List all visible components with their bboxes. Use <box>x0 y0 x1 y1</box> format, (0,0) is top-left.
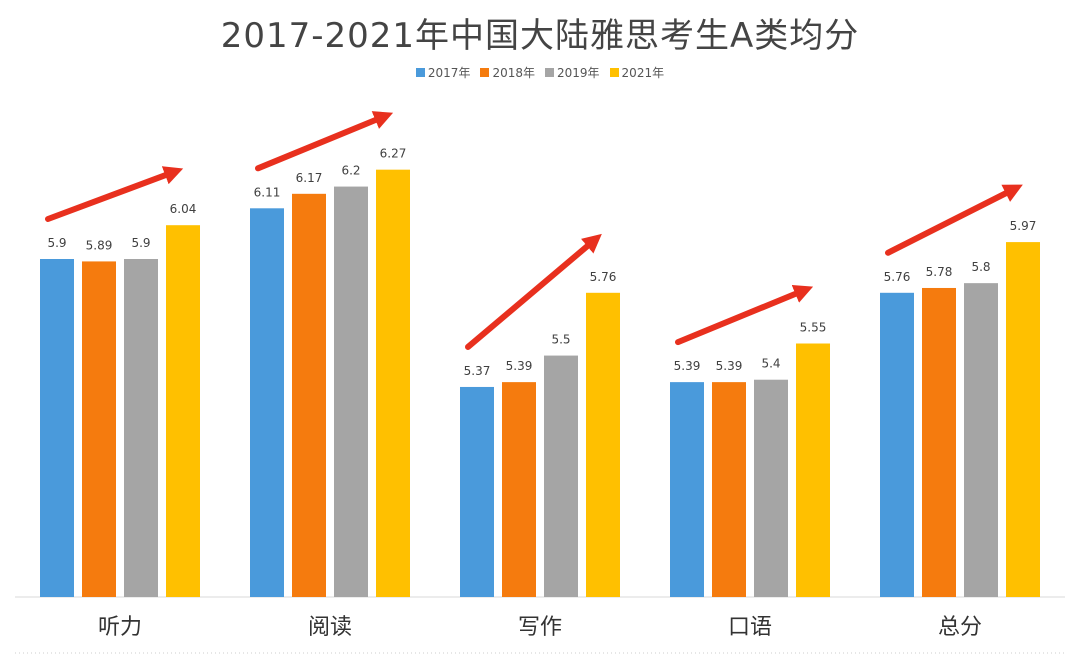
bar <box>124 259 158 597</box>
data-label: 5.97 <box>1010 219 1037 233</box>
data-label: 6.2 <box>341 164 360 178</box>
bar <box>544 355 578 597</box>
bar <box>754 379 788 597</box>
bar <box>40 259 74 597</box>
legend-label: 2018年 <box>492 66 535 80</box>
data-label: 5.37 <box>464 364 491 378</box>
bar <box>712 382 746 597</box>
data-label: 5.78 <box>926 265 953 279</box>
legend-item: 2017年 <box>415 64 471 81</box>
category-label: 写作 <box>518 615 562 640</box>
category-label: 口语 <box>728 615 772 640</box>
legend-label: 2019年 <box>557 66 600 80</box>
bar <box>334 186 368 598</box>
legend-item: 2021年 <box>609 64 665 81</box>
bar <box>376 169 410 597</box>
bar <box>166 225 200 597</box>
data-label: 5.9 <box>131 236 150 250</box>
legend-label: 2017年 <box>427 66 471 80</box>
trend-arrow <box>255 111 394 172</box>
legend: 2017年 2018年 2019年 2021年 <box>0 64 1080 81</box>
data-label: 5.9 <box>47 236 66 250</box>
bar <box>1006 242 1040 597</box>
chart-title: 2017-2021年中国大陆雅思考生A类均分 <box>220 16 860 56</box>
data-label: 5.39 <box>674 359 701 373</box>
data-label: 5.76 <box>590 270 617 284</box>
bar <box>460 386 494 597</box>
legend-swatch <box>480 68 490 77</box>
legend-item: 2018年 <box>480 64 535 81</box>
data-label: 6.04 <box>170 202 197 216</box>
data-label: 5.55 <box>800 321 827 335</box>
data-label: 5.39 <box>506 359 533 373</box>
legend-item: 2019年 <box>545 64 600 81</box>
legend-swatch <box>545 68 554 77</box>
bar <box>82 261 116 597</box>
data-label: 5.8 <box>971 260 990 274</box>
data-label: 5.89 <box>86 238 113 252</box>
category-label: 阅读 <box>308 615 352 640</box>
bar <box>964 283 998 597</box>
bar <box>796 343 830 597</box>
bar <box>292 193 326 598</box>
trend-arrow <box>465 233 602 350</box>
category-label: 听力 <box>98 615 142 640</box>
bar <box>586 292 620 597</box>
category-label: 总分 <box>938 615 982 640</box>
data-label: 5.5 <box>551 333 570 347</box>
data-label: 5.76 <box>884 270 911 284</box>
trend-arrow <box>675 285 814 346</box>
bar <box>250 208 284 598</box>
bar <box>880 292 914 597</box>
data-label: 6.27 <box>380 147 407 161</box>
data-label: 6.17 <box>296 171 323 185</box>
data-label: 5.4 <box>761 357 780 371</box>
bar <box>670 382 704 597</box>
data-label: 6.11 <box>254 185 281 199</box>
trend-arrow <box>885 184 1023 256</box>
data-label: 5.39 <box>716 359 743 373</box>
bar <box>502 382 536 597</box>
bar <box>922 287 956 597</box>
trend-arrow <box>45 166 184 222</box>
legend-swatch <box>415 68 425 77</box>
legend-swatch <box>609 68 619 77</box>
legend-label: 2021年 <box>621 66 665 80</box>
